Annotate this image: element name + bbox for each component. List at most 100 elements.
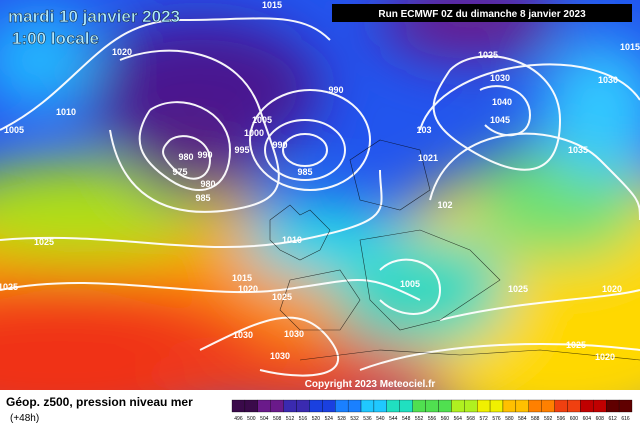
scale-swatch	[618, 399, 633, 413]
scale-label: 572	[479, 416, 488, 422]
scale-label: 556	[428, 416, 437, 422]
scale-swatch	[502, 399, 517, 413]
scale-label: 532	[350, 416, 359, 422]
scale-label: 592	[544, 416, 553, 422]
isobar-label: 1030	[233, 330, 253, 340]
isobar-label: 995	[234, 145, 249, 155]
isobar-label: 1015	[620, 42, 640, 52]
isobar-label: 102	[437, 200, 452, 210]
run-label: Run ECMWF 0Z du dimanche 8 janvier 2023	[378, 9, 586, 20]
scale-swatch	[244, 399, 258, 413]
scale-label: 544	[389, 416, 398, 422]
isobars	[0, 17, 640, 377]
isobar-label: 1015	[232, 273, 252, 283]
date: mardi 10 janvier 2023	[8, 7, 180, 26]
scale-swatch	[438, 399, 452, 413]
scale-label: 604	[583, 416, 592, 422]
scale-label: 540	[376, 416, 385, 422]
scale-label: 608	[596, 416, 605, 422]
scale-label: 496	[234, 416, 243, 422]
isobar-label: 1030	[598, 75, 618, 85]
scale-swatch	[412, 399, 426, 413]
isobar-label: 1020	[238, 284, 258, 294]
isobar-label: 985	[297, 167, 312, 177]
isobar-label: 1021	[418, 153, 438, 163]
scale-swatch	[464, 399, 478, 413]
scale-swatch	[360, 399, 375, 413]
scale-swatch	[477, 399, 491, 413]
scale-label: 512	[286, 416, 295, 422]
isobar-label: 1010	[282, 235, 302, 245]
scale-label: 536	[363, 416, 372, 422]
scale-label: 580	[505, 416, 514, 422]
isobar-label: 990	[197, 150, 212, 160]
scale-swatch	[373, 399, 387, 413]
scale-label: 576	[492, 416, 501, 422]
isobar-label: 1020	[595, 352, 615, 362]
isobar-label: 980	[200, 179, 215, 189]
isobar-label: 1030	[284, 329, 304, 339]
isobar-label: 1025	[272, 292, 292, 302]
color-scale: 496 500 504 508 512 516 520 524 528 532 536 540 544 5…	[231, 399, 633, 422]
isobar-label: 1025	[566, 340, 586, 350]
time: 1:00 locale	[12, 29, 99, 48]
isobar-label: 1035	[568, 145, 588, 155]
run-banner	[332, 4, 632, 22]
scale-label: 524	[325, 416, 334, 422]
scale-swatch	[425, 399, 439, 413]
scale-label: 568	[467, 416, 476, 422]
scale-swatch	[309, 399, 323, 413]
isobar-label: 1010	[56, 107, 76, 117]
scale-swatch	[528, 399, 542, 413]
scale-label: 520	[312, 416, 321, 422]
isobar-label: 1030	[490, 73, 510, 83]
scale-swatch	[515, 399, 529, 413]
isobar-label: 990	[272, 140, 287, 150]
isobar-label: 1015	[262, 0, 282, 10]
isobar-label: 1020	[112, 47, 132, 57]
scale-swatch	[283, 399, 297, 413]
footer-subtitle: (+48h)	[10, 413, 39, 424]
scale-swatch	[386, 399, 400, 413]
footer-title: Géop. z500, pression niveau mer	[6, 395, 193, 409]
isobar-label: 990	[328, 85, 343, 95]
scale-label: 528	[338, 416, 347, 422]
scale-swatch	[567, 399, 581, 413]
scale-label: 588	[531, 416, 540, 422]
scale-label: 596	[557, 416, 566, 422]
scale-swatch	[335, 399, 349, 413]
isobar-label: 1025	[508, 284, 528, 294]
scale-label: 584	[518, 416, 527, 422]
scale-label: 500	[247, 416, 256, 422]
scale-swatch	[606, 399, 620, 413]
scale-label: 600	[570, 416, 579, 422]
isobar-label: 1025	[478, 50, 498, 60]
isobar-label: 1005	[252, 115, 272, 125]
scale-label: 508	[273, 416, 282, 422]
scale-label: 504	[260, 416, 269, 422]
scale-label: 560	[441, 416, 450, 422]
scale-swatch	[451, 399, 465, 413]
isobar-label: 1020	[602, 284, 622, 294]
isobar-label: 1040	[492, 97, 512, 107]
scale-label: 516	[299, 416, 308, 422]
scale-swatch	[399, 399, 413, 413]
coastlines	[269, 139, 640, 361]
scale-label: 552	[415, 416, 424, 422]
scale-swatch	[580, 399, 594, 413]
scale-swatch	[541, 399, 555, 413]
scale-swatch	[257, 399, 271, 413]
scale-swatch	[593, 399, 607, 413]
isobar-label: 1025	[34, 237, 54, 247]
isobar-label: 1000	[244, 128, 264, 138]
scale-swatch	[554, 399, 568, 413]
isobar-label: 975	[172, 167, 187, 177]
isobar-label: 980	[178, 152, 193, 162]
scale-label: 612	[608, 416, 617, 422]
scale-swatch	[231, 399, 246, 413]
scale-swatch	[270, 399, 284, 413]
isobar-label: 1045	[490, 115, 510, 125]
isobar-label: 985	[195, 193, 210, 203]
